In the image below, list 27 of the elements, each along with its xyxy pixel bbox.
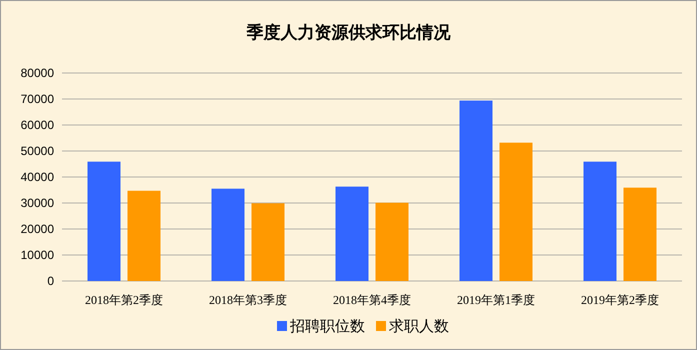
bar [252,203,284,281]
y-tick-label: 30000 [20,196,54,210]
bar [624,188,656,281]
y-tick-label: 0 [47,274,54,288]
y-tick-label: 10000 [20,248,54,262]
x-tick-label: 2018年第4季度 [333,293,411,307]
y-tick-label: 50000 [20,144,54,158]
bar [212,188,244,281]
y-tick-label: 70000 [20,92,54,106]
bar [584,162,616,281]
bar [500,142,532,281]
y-tick-label: 40000 [20,170,54,184]
bar [336,186,368,281]
x-tick-label: 2018年第2季度 [85,293,163,307]
x-tick-label: 2019年第1季度 [457,293,535,307]
y-tick-label: 60000 [20,118,54,132]
bar [460,100,492,281]
x-tick-label: 2018年第3季度 [209,293,287,307]
legend-label: 招聘职位数 [289,318,365,335]
bar [376,202,408,281]
bar [88,162,120,281]
bar [128,190,160,281]
y-tick-label: 80000 [20,66,54,80]
x-tick-label: 2019年第2季度 [581,293,659,307]
chart-title: 季度人力资源供求环比情况 [246,23,452,42]
y-tick-label: 20000 [20,222,54,236]
legend-label: 求职人数 [389,318,449,335]
